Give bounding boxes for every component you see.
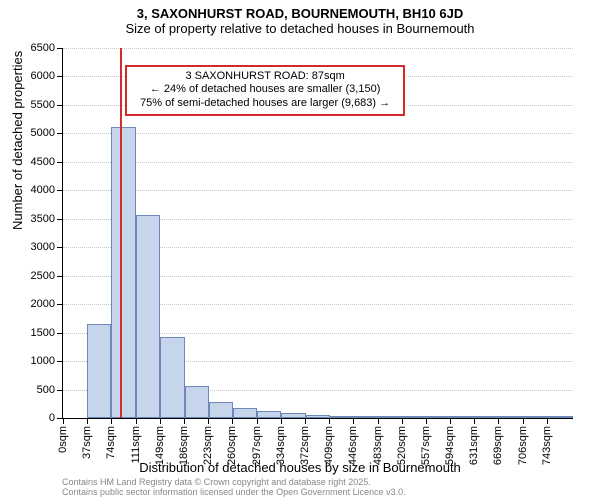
page-subtitle: Size of property relative to detached ho… — [0, 21, 600, 36]
y-tick — [57, 105, 63, 106]
y-tick-label: 6500 — [31, 42, 55, 54]
footer-line: Contains public sector information licen… — [62, 488, 406, 498]
gridline — [63, 190, 573, 191]
histogram-bar — [185, 386, 209, 418]
y-tick — [57, 133, 63, 134]
y-tick-label: 0 — [49, 412, 55, 424]
x-tick — [547, 418, 548, 424]
x-tick-label: 74sqm — [105, 426, 117, 459]
histogram-bar — [111, 127, 135, 418]
histogram-bar — [403, 416, 427, 418]
histogram-bar — [160, 337, 184, 418]
histogram-bar — [281, 413, 305, 418]
x-tick — [523, 418, 524, 424]
info-box-line: ← 24% of detached houses are smaller (3,… — [133, 83, 397, 97]
gridline — [63, 133, 573, 134]
y-tick-label: 2000 — [31, 298, 55, 310]
y-tick-label: 3500 — [31, 213, 55, 225]
x-tick — [305, 418, 306, 424]
y-tick — [57, 48, 63, 49]
x-tick — [498, 418, 499, 424]
x-tick — [329, 418, 330, 424]
histogram-bar — [451, 416, 475, 418]
x-tick — [87, 418, 88, 424]
histogram-bar — [476, 416, 500, 418]
histogram-bar — [500, 416, 524, 418]
histogram-bar — [136, 215, 160, 418]
property-info-box: 3 SAXONHURST ROAD: 87sqm← 24% of detache… — [125, 65, 405, 116]
y-tick — [57, 247, 63, 248]
y-tick-label: 1500 — [31, 327, 55, 339]
x-tick — [208, 418, 209, 424]
info-box-line: 75% of semi-detached houses are larger (… — [133, 97, 397, 111]
y-axis-label: Number of detached properties — [10, 51, 25, 230]
histogram-bar — [306, 415, 330, 418]
histogram-bar — [525, 416, 549, 418]
x-tick — [353, 418, 354, 424]
footer-attribution: Contains HM Land Registry data © Crown c… — [62, 478, 406, 498]
gridline — [63, 48, 573, 49]
y-tick — [57, 333, 63, 334]
x-tick — [63, 418, 64, 424]
histogram-bar — [427, 416, 451, 418]
y-tick — [57, 76, 63, 77]
x-tick-label: 111sqm — [130, 426, 142, 464]
x-tick — [160, 418, 161, 424]
x-tick — [111, 418, 112, 424]
x-axis-label: Distribution of detached houses by size … — [0, 460, 600, 475]
histogram-plot: 0500100015002000250030003500400045005000… — [62, 48, 573, 419]
histogram-bar — [549, 416, 573, 418]
y-tick — [57, 390, 63, 391]
y-tick-label: 6000 — [31, 70, 55, 82]
y-tick-label: 4500 — [31, 156, 55, 168]
y-tick — [57, 162, 63, 163]
y-tick — [57, 190, 63, 191]
property-marker-line — [120, 48, 122, 418]
histogram-bar — [379, 416, 403, 418]
histogram-bar — [209, 402, 233, 418]
y-tick-label: 1000 — [31, 355, 55, 367]
x-tick — [378, 418, 379, 424]
x-tick — [474, 418, 475, 424]
x-tick — [402, 418, 403, 424]
x-tick — [184, 418, 185, 424]
info-box-line: 3 SAXONHURST ROAD: 87sqm — [133, 70, 397, 84]
y-tick — [57, 304, 63, 305]
histogram-bar — [355, 416, 379, 418]
y-tick-label: 2500 — [31, 270, 55, 282]
histogram-bar — [87, 324, 111, 418]
y-tick — [57, 361, 63, 362]
x-tick — [426, 418, 427, 424]
x-tick — [450, 418, 451, 424]
x-tick — [136, 418, 137, 424]
histogram-bar — [233, 408, 257, 418]
gridline — [63, 162, 573, 163]
y-tick — [57, 276, 63, 277]
y-tick-label: 5000 — [31, 127, 55, 139]
x-tick-label: 37sqm — [81, 426, 93, 459]
x-tick-label: 0sqm — [57, 426, 69, 453]
x-tick — [232, 418, 233, 424]
x-tick — [257, 418, 258, 424]
histogram-bar — [330, 416, 354, 418]
y-tick-label: 5500 — [31, 99, 55, 111]
y-tick — [57, 219, 63, 220]
y-tick-label: 3000 — [31, 241, 55, 253]
page-title-address: 3, SAXONHURST ROAD, BOURNEMOUTH, BH10 6J… — [0, 6, 600, 21]
y-tick-label: 500 — [37, 384, 55, 396]
y-tick-label: 4000 — [31, 184, 55, 196]
x-tick — [281, 418, 282, 424]
histogram-bar — [257, 411, 281, 418]
